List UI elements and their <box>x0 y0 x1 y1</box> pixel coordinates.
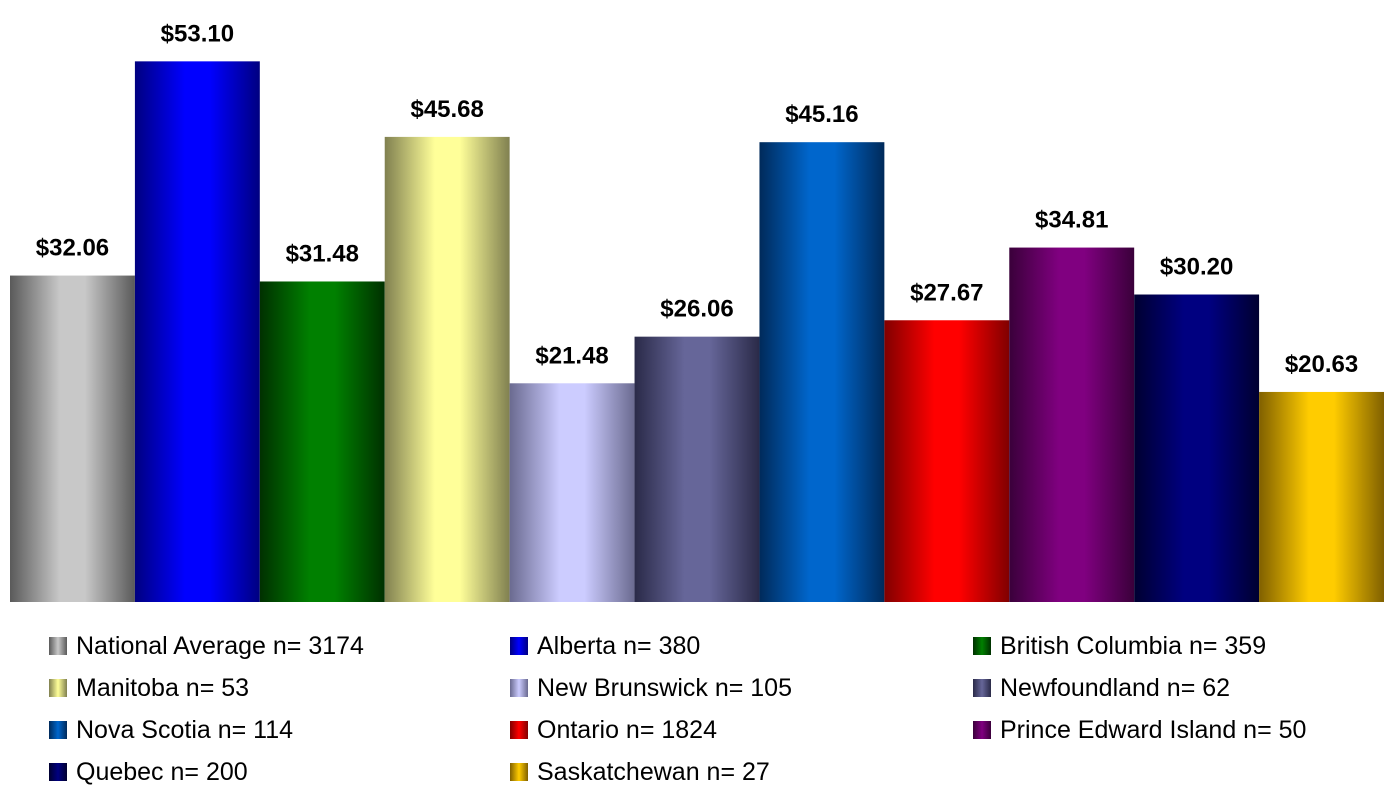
legend-item-3: Manitoba n= 53 <box>49 670 249 706</box>
legend-item-7: Ontario n= 1824 <box>510 712 717 748</box>
legend-swatch-3 <box>49 679 67 697</box>
legend-label-4: New Brunswick n= 105 <box>537 673 792 702</box>
bar-6 <box>759 142 885 602</box>
legend-swatch-9 <box>49 763 67 781</box>
bar-1 <box>134 61 260 602</box>
bar-7 <box>884 320 1010 602</box>
data-label-2: $31.48 <box>286 240 359 267</box>
legend-label-1: Alberta n= 380 <box>537 631 701 660</box>
data-labels-group: $32.06 $53.10 $31.48 $45.68 $21.48 $26.06 $45.… <box>36 20 1358 378</box>
legend-swatch-0 <box>49 637 67 655</box>
legend-label-3: Manitoba n= 53 <box>76 673 250 702</box>
legend-swatch-7 <box>510 721 528 739</box>
legend-label-0: National Average n= 3174 <box>76 631 364 660</box>
legend-swatch-6 <box>49 721 67 739</box>
data-label-8: $34.81 <box>1035 207 1108 234</box>
bar-4 <box>509 383 635 602</box>
legend-swatch-10 <box>510 763 528 781</box>
legend-item-8: Prince Edward Island n= 50 <box>973 712 1306 748</box>
legend-swatch-2 <box>973 637 991 655</box>
data-label-1: $53.10 <box>161 20 234 47</box>
data-label-10: $20.63 <box>1285 351 1358 378</box>
legend: National Average n= 3174 Alberta n= 380 Br… <box>49 628 1379 796</box>
bar-8 <box>1009 247 1135 602</box>
bar-0 <box>10 275 135 602</box>
bar-3 <box>384 136 510 603</box>
legend-swatch-4 <box>510 679 528 697</box>
legend-item-5: Newfoundland n= 62 <box>973 670 1230 706</box>
legend-label-6: Nova Scotia n= 114 <box>76 715 294 744</box>
legend-item-6: Nova Scotia n= 114 <box>49 712 293 748</box>
data-label-4: $21.48 <box>535 342 608 369</box>
legend-label-8: Prince Edward Island n= 50 <box>1000 715 1307 744</box>
legend-item-1: Alberta n= 380 <box>510 628 700 664</box>
data-label-7: $27.67 <box>910 279 983 306</box>
bar-10 <box>1259 391 1384 602</box>
legend-item-0: National Average n= 3174 <box>49 628 364 664</box>
legend-item-4: New Brunswick n= 105 <box>510 670 792 706</box>
legend-label-10: Saskatchewan n= 27 <box>537 757 770 786</box>
legend-swatch-8 <box>973 721 991 739</box>
legend-label-9: Quebec n= 200 <box>76 757 248 786</box>
data-label-3: $45.68 <box>410 96 483 123</box>
legend-swatch-1 <box>510 637 528 655</box>
legend-swatch-5 <box>973 679 991 697</box>
bars-group <box>10 61 1384 603</box>
data-label-0: $32.06 <box>36 235 109 262</box>
legend-label-5: Newfoundland n= 62 <box>1000 673 1231 702</box>
legend-item-2: British Columbia n= 359 <box>973 628 1266 664</box>
bar-5 <box>634 336 760 602</box>
data-label-6: $45.16 <box>785 101 858 128</box>
bar-2 <box>259 281 385 602</box>
data-label-9: $30.20 <box>1160 254 1233 281</box>
legend-item-9: Quebec n= 200 <box>49 754 248 790</box>
legend-label-2: British Columbia n= 359 <box>1000 631 1267 660</box>
legend-item-10: Saskatchewan n= 27 <box>510 754 770 790</box>
bar-9 <box>1134 294 1260 602</box>
legend-label-7: Ontario n= 1824 <box>537 715 717 744</box>
bar-chart: $32.06 $53.10 $31.48 $45.68 $21.48 $26.06 $45.… <box>10 20 1384 603</box>
data-label-5: $26.06 <box>660 296 733 323</box>
